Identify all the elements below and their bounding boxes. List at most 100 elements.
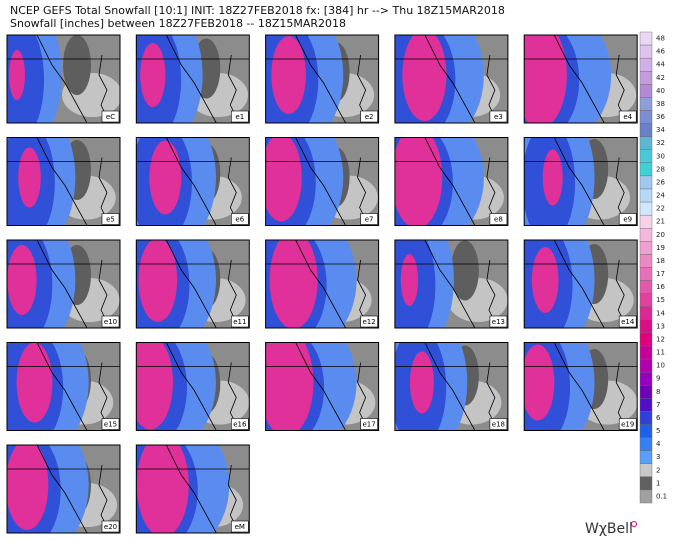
panel-label: e4 <box>623 113 632 121</box>
colorbar-cell <box>639 293 653 307</box>
colorbar-label: 5 <box>656 427 660 435</box>
colorbar-cell <box>639 371 653 386</box>
magenta-area <box>524 35 567 123</box>
colorbar-cell <box>639 123 653 137</box>
colorbar-cell <box>639 57 653 72</box>
state-border <box>165 342 217 431</box>
label-box <box>231 213 249 225</box>
panel-frame <box>394 342 509 431</box>
panel-label: e14 <box>621 318 635 326</box>
magenta-area <box>265 137 302 222</box>
colorbar-label: 44 <box>656 61 665 69</box>
colorbar-cell <box>639 385 653 399</box>
panel <box>7 342 120 431</box>
panel-label: e6 <box>235 216 244 224</box>
colorbar-cell <box>639 201 653 216</box>
colorbar-cell <box>639 254 653 268</box>
panel <box>265 137 379 226</box>
colorbar-label: 0.1 <box>656 492 667 500</box>
logo-dot <box>631 521 637 527</box>
colorbar-cell <box>639 149 653 164</box>
panel-frame <box>135 34 250 124</box>
label-box <box>231 520 249 533</box>
colorbar-label: 11 <box>656 349 665 357</box>
panel-frame <box>6 239 121 329</box>
panel-frame <box>394 137 509 226</box>
magenta-area <box>136 445 189 533</box>
magenta-area <box>394 137 443 226</box>
colorbar-label: 20 <box>656 231 665 239</box>
panel-frame <box>135 342 250 431</box>
panel <box>394 137 508 226</box>
panel <box>524 342 638 431</box>
colorbar-label: 19 <box>656 244 665 252</box>
colorbar-cell <box>639 476 653 491</box>
panel-label: e1 <box>235 113 244 121</box>
colorbar-label: 30 <box>656 152 665 160</box>
label-box <box>101 418 120 430</box>
label-box <box>101 315 120 328</box>
title: NCEP GEFS Total Snowfall [10:1] INIT: 18… <box>10 4 505 17</box>
colorbar-cell <box>639 358 653 373</box>
label-box <box>360 110 378 123</box>
state-border <box>36 240 88 328</box>
panel-frame <box>6 444 121 534</box>
colorbar-cell <box>639 332 653 347</box>
panel-label: e5 <box>106 216 115 224</box>
magenta-area <box>18 147 41 208</box>
colorbar-cell <box>639 345 653 360</box>
magenta-area <box>7 245 37 315</box>
colorbar-label: 6 <box>656 414 661 422</box>
magenta-area <box>531 247 559 313</box>
label-box <box>618 418 637 430</box>
colorbar-label: 18 <box>656 257 665 265</box>
panel-label: e7 <box>365 216 374 224</box>
magenta-area <box>16 342 53 423</box>
panel <box>7 137 120 226</box>
colorbar-label: 14 <box>656 309 665 317</box>
colorbar-label: 3 <box>656 453 660 461</box>
state-border <box>165 445 217 533</box>
magenta-area <box>542 149 563 206</box>
panel <box>136 342 250 431</box>
magenta-area <box>7 445 49 530</box>
panel <box>524 35 638 123</box>
state-border <box>165 240 217 328</box>
panel-label: e8 <box>494 216 503 224</box>
panel-frame <box>135 444 250 534</box>
label-box <box>360 315 378 328</box>
magenta-area <box>402 35 447 121</box>
colorbar-cell <box>639 84 653 98</box>
panel-frame <box>394 34 509 124</box>
panel-label: e9 <box>623 216 632 224</box>
colorbar-label: 38 <box>656 100 665 108</box>
colorbar-cell <box>639 463 653 478</box>
panel-frame <box>523 239 638 329</box>
panel-frame <box>394 239 509 329</box>
colorbar-label: 15 <box>656 296 665 304</box>
colorbar-label: 26 <box>656 178 665 186</box>
state-border <box>295 35 346 123</box>
colorbar-cell <box>639 280 653 294</box>
panel-frame <box>135 239 250 329</box>
panel <box>265 35 379 123</box>
state-border <box>36 445 88 533</box>
colorbar-label: 36 <box>656 113 665 121</box>
panel-label: e3 <box>494 113 503 121</box>
panel-frame <box>6 137 121 226</box>
label-box <box>231 110 249 123</box>
colorbar-cell <box>639 188 653 203</box>
panel <box>394 240 508 328</box>
panel <box>136 35 250 123</box>
magenta-area <box>136 342 173 430</box>
panel-frame <box>265 137 380 226</box>
colorbar-cell <box>639 175 653 190</box>
panel-frame <box>265 342 380 431</box>
colorbar-cell <box>639 31 653 46</box>
colorbar-label: 8 <box>656 388 660 396</box>
colorbar-cell <box>639 437 653 451</box>
state-border <box>36 137 88 226</box>
label-box <box>489 315 508 328</box>
panel-label: eM <box>235 523 245 531</box>
state-border <box>424 35 476 123</box>
